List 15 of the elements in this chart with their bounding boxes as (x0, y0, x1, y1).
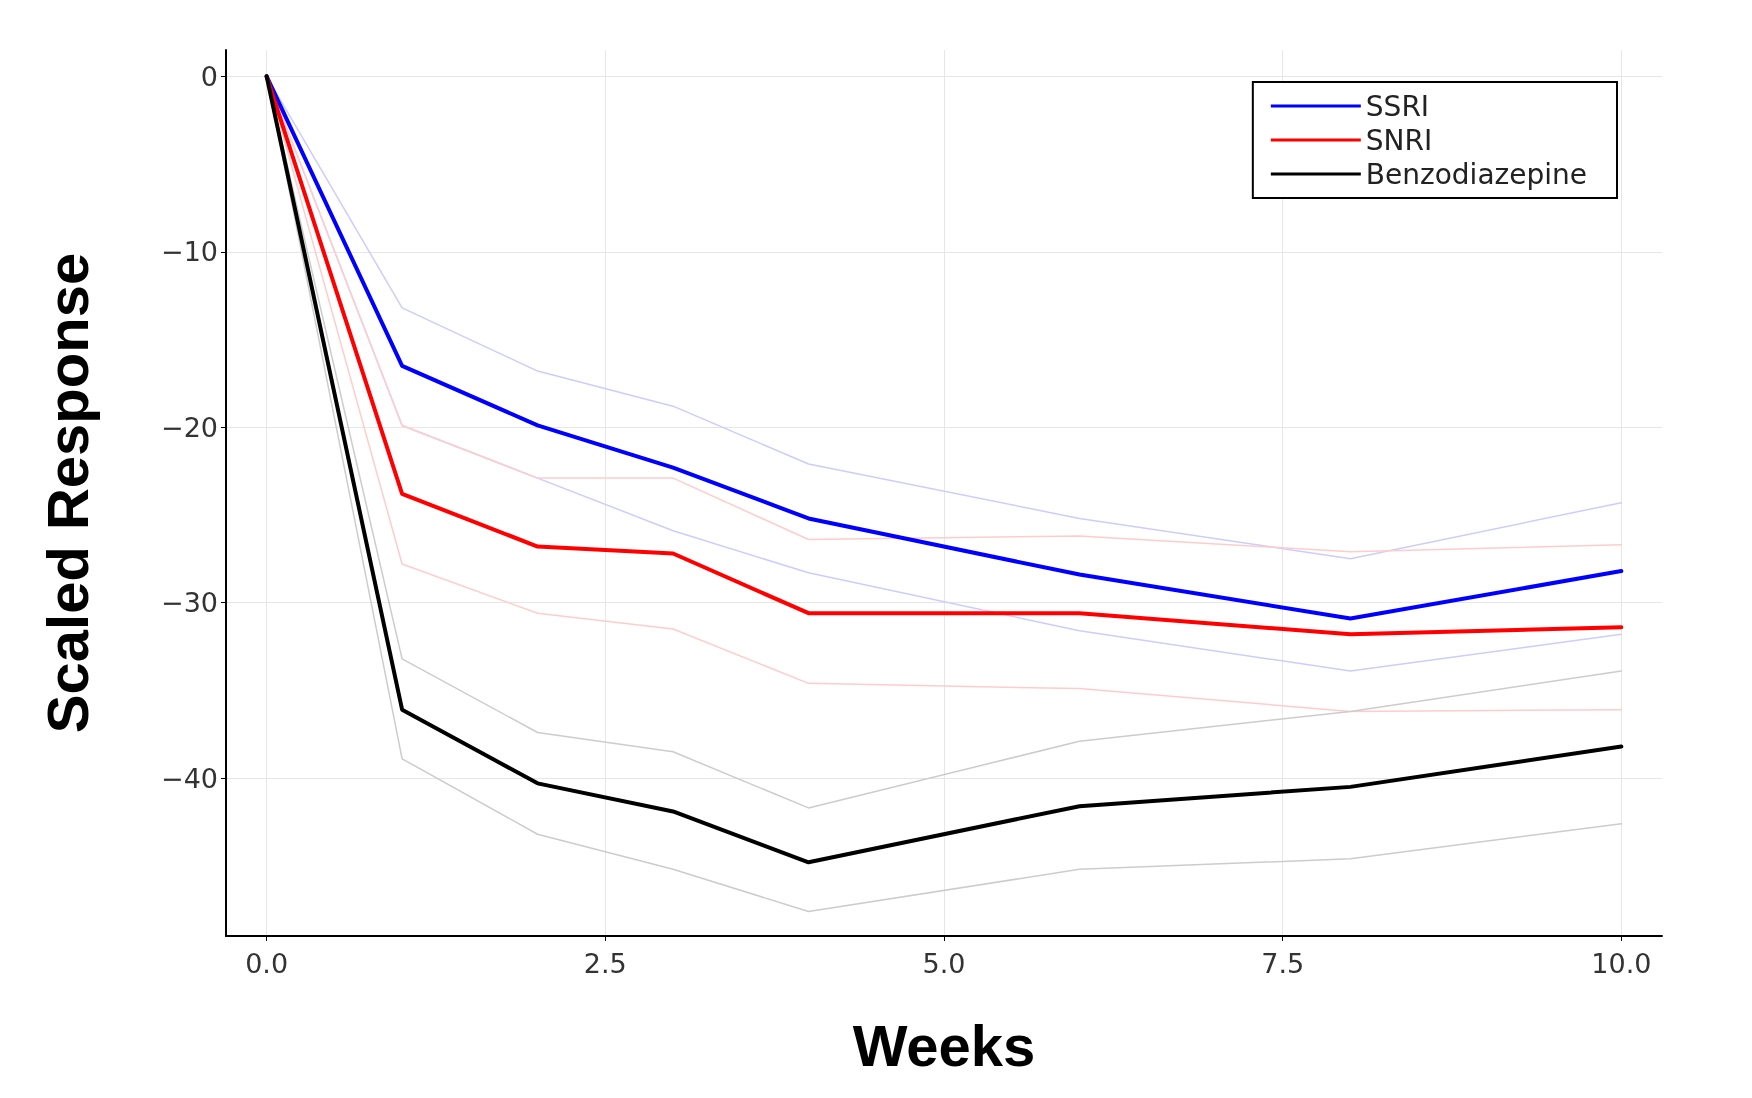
y-axis-title: Scaled Response (34, 252, 100, 734)
legend-label: Benzodiazepine (1365, 157, 1587, 191)
x-tick-label: 7.5 (1261, 948, 1305, 979)
x-axis-title: Weeks (852, 1012, 1036, 1078)
y-tick-label: 0 (200, 60, 218, 92)
legend-label: SNRI (1365, 123, 1433, 157)
y-tick-label: −10 (161, 236, 218, 268)
y-tick-label: −30 (161, 587, 218, 619)
x-tick-label: 10.0 (1591, 948, 1652, 979)
x-tick-label: 5.0 (922, 948, 966, 979)
x-tick-label: 0.0 (245, 948, 289, 979)
x-tick-label: 2.5 (583, 948, 627, 979)
legend-label: SSRI (1365, 89, 1430, 123)
y-tick-label: −20 (161, 411, 218, 443)
y-tick-label: −40 (161, 762, 218, 794)
